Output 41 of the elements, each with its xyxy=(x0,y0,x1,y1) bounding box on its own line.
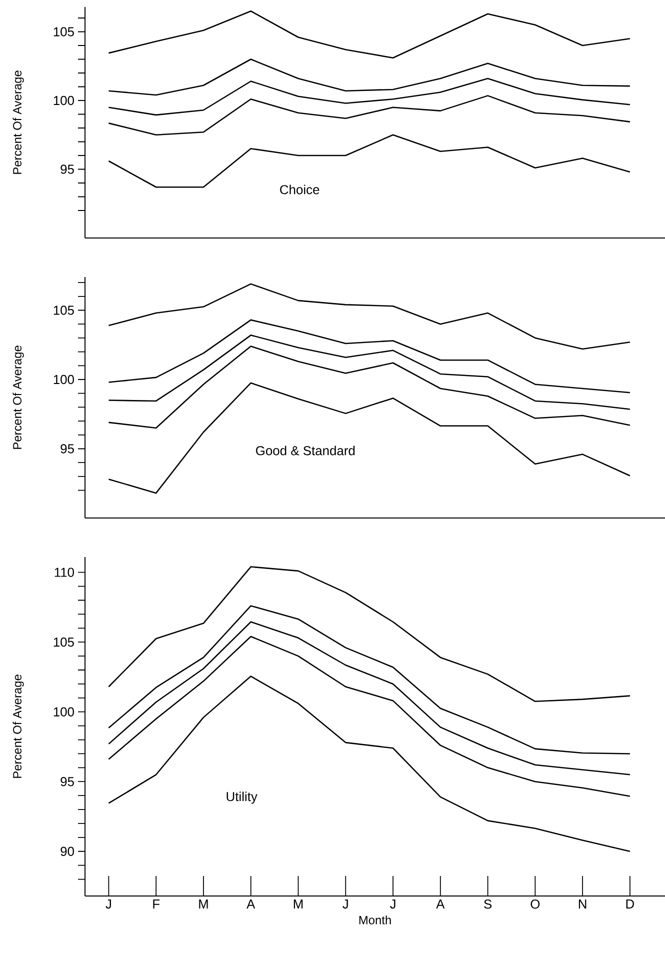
y-tick-label: 105 xyxy=(54,27,74,36)
x-axis-title: Month xyxy=(359,916,391,924)
line-series xyxy=(108,605,631,754)
x-tick-label: J xyxy=(106,900,111,909)
line-series xyxy=(108,566,631,702)
x-tick-label: D xyxy=(626,900,634,908)
annotation: Choice xyxy=(280,184,320,194)
x-tick-label: M xyxy=(294,900,303,908)
y-tick-label: 100 xyxy=(54,96,74,106)
line-series xyxy=(108,95,631,136)
x-tick-label: A xyxy=(246,900,256,908)
x-tick-label: J xyxy=(390,900,396,909)
y-tick-label: 105 xyxy=(54,638,74,647)
annotation: Good & Standard xyxy=(256,446,355,456)
x-tick-label: J xyxy=(342,900,348,909)
line-series xyxy=(108,10,631,59)
y-axis-title: Percent Of Average xyxy=(12,70,24,174)
x-tick-label: A xyxy=(436,900,445,908)
y-axis-title: Percent Of Average xyxy=(12,346,24,449)
y-axis-title: Percent Of Average xyxy=(12,674,24,778)
x-tick-label: N xyxy=(578,900,586,908)
annotation: Utility xyxy=(226,792,258,804)
y-tick-label: 100 xyxy=(54,707,74,716)
y-tick-label: 100 xyxy=(54,374,74,384)
y-tick-label: 90 xyxy=(60,846,74,856)
x-tick-label: S xyxy=(484,900,492,909)
x-tick-label: M xyxy=(199,900,208,908)
line-series xyxy=(108,283,631,350)
line-series xyxy=(108,382,631,494)
x-tick-label: O xyxy=(530,900,540,909)
y-tick-label: 110 xyxy=(54,568,74,577)
line-series xyxy=(108,334,631,410)
x-tick-label: F xyxy=(153,900,160,908)
y-tick-label: 95 xyxy=(60,444,74,454)
line-series xyxy=(108,676,631,852)
y-tick-label: 105 xyxy=(54,306,74,315)
line-series xyxy=(108,346,631,429)
y-tick-label: 95 xyxy=(60,164,74,174)
line-series xyxy=(108,58,631,96)
y-tick-label: 95 xyxy=(60,777,74,786)
line-series xyxy=(108,78,631,116)
